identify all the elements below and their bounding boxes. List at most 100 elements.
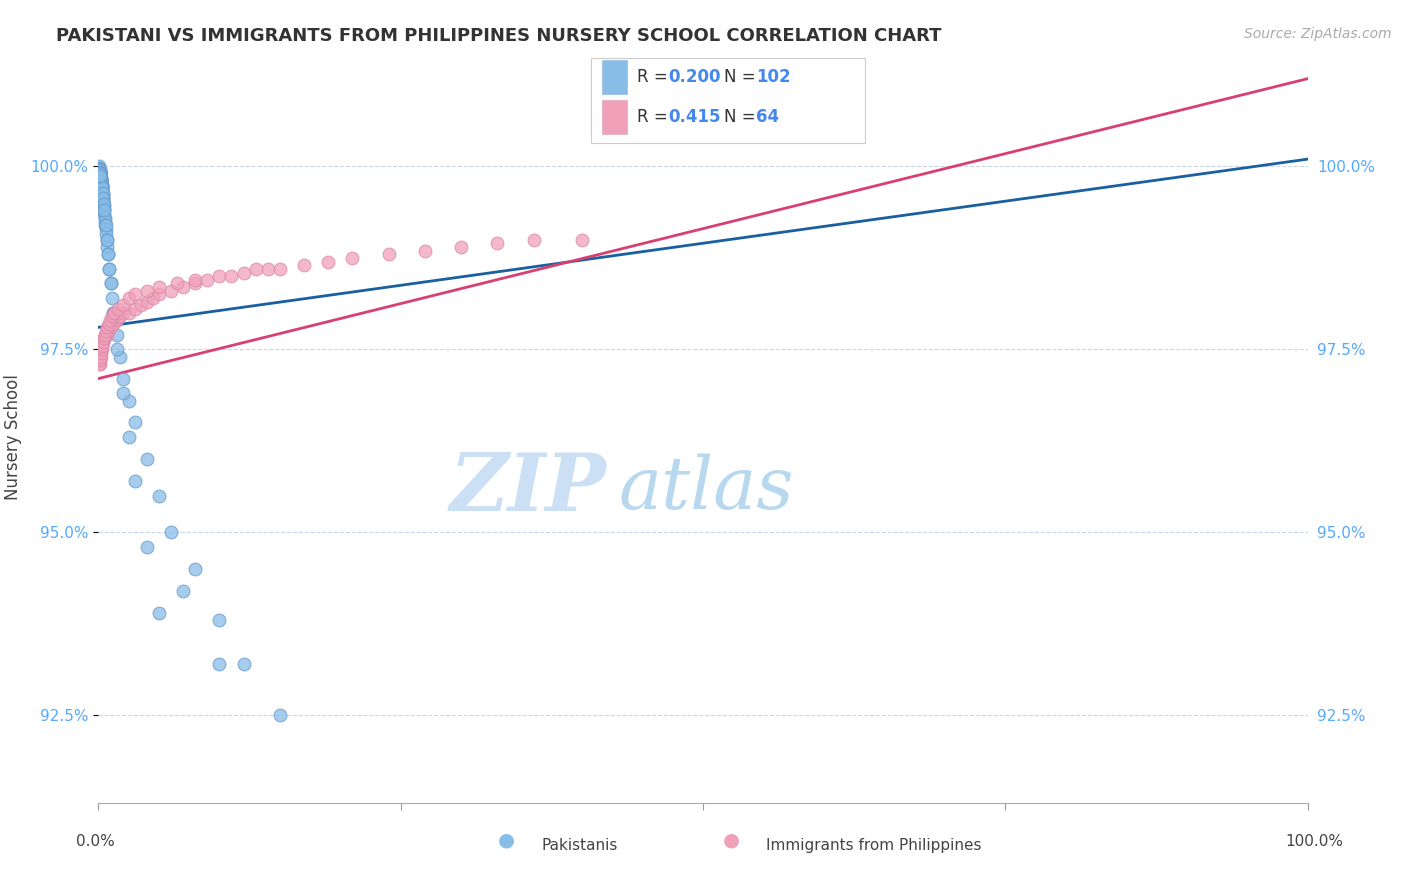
Point	[90, 180, 112, 194]
Text: 0.0%: 0.0%	[76, 834, 115, 848]
Point	[142, 291, 165, 305]
Point	[96, 233, 118, 247]
Point	[91, 334, 114, 349]
Point	[94, 221, 117, 235]
Point	[160, 284, 183, 298]
Point	[91, 185, 114, 199]
Point	[269, 708, 291, 723]
Point	[292, 258, 315, 272]
Point	[486, 236, 509, 251]
Point	[89, 168, 111, 182]
Point	[342, 251, 364, 265]
Point	[94, 327, 117, 342]
Point	[107, 302, 129, 317]
Point	[98, 261, 121, 276]
Point	[118, 430, 141, 444]
Point	[91, 195, 114, 210]
Point	[93, 331, 115, 345]
Point	[91, 339, 114, 353]
Point	[89, 165, 111, 179]
Point	[91, 191, 114, 205]
Text: ●: ●	[723, 830, 740, 849]
Point	[100, 277, 122, 291]
Point	[89, 357, 111, 371]
Y-axis label: Nursery School: Nursery School	[4, 374, 22, 500]
Point	[124, 287, 146, 301]
Point	[94, 218, 117, 232]
Text: N =: N =	[724, 108, 761, 127]
Point	[89, 161, 111, 175]
Point	[93, 211, 115, 225]
Point	[90, 175, 112, 189]
Point	[124, 474, 146, 488]
Point	[111, 371, 134, 385]
Point	[89, 169, 111, 183]
Point	[89, 163, 111, 178]
Point	[97, 247, 120, 261]
Point	[93, 331, 115, 345]
Point	[160, 525, 183, 540]
Point	[90, 176, 112, 190]
Point	[90, 173, 112, 187]
Point	[90, 177, 112, 191]
Point	[184, 277, 207, 291]
Text: ●: ●	[498, 830, 515, 849]
Point	[100, 310, 122, 324]
Point	[108, 350, 131, 364]
Point	[269, 261, 291, 276]
Text: ZIP: ZIP	[450, 450, 606, 527]
Point	[124, 416, 146, 430]
Point	[148, 280, 170, 294]
Point	[90, 343, 112, 357]
Point	[89, 350, 111, 364]
Point	[90, 174, 112, 188]
Point	[89, 357, 111, 371]
Point	[90, 172, 112, 186]
Point	[90, 175, 112, 189]
Point	[135, 540, 157, 554]
Point	[118, 291, 141, 305]
Point	[97, 247, 120, 261]
Point	[135, 452, 157, 467]
Point	[90, 179, 112, 194]
Point	[135, 284, 157, 298]
Point	[96, 227, 118, 241]
Point	[91, 186, 114, 200]
Text: R =: R =	[637, 108, 673, 127]
Point	[91, 339, 114, 353]
Point	[450, 240, 472, 254]
Point	[91, 184, 114, 198]
Point	[90, 343, 112, 357]
Point	[96, 240, 118, 254]
Point	[111, 298, 134, 312]
Point	[101, 306, 124, 320]
Point	[93, 201, 115, 215]
Point	[90, 171, 112, 186]
Point	[105, 313, 128, 327]
Point	[208, 613, 231, 627]
Point	[100, 291, 122, 305]
Point	[89, 168, 111, 182]
Point	[91, 334, 114, 349]
Point	[111, 386, 134, 401]
Point	[89, 353, 111, 368]
Point	[90, 346, 112, 360]
Point	[172, 583, 194, 598]
Point	[90, 177, 112, 191]
Point	[89, 164, 111, 178]
Point	[93, 203, 115, 218]
Point	[90, 178, 112, 193]
Point	[89, 166, 111, 180]
Point	[221, 269, 243, 284]
Point	[96, 327, 118, 342]
Point	[90, 178, 112, 192]
Point	[129, 298, 152, 312]
Point	[90, 173, 112, 187]
Point	[87, 161, 110, 176]
Point	[90, 343, 112, 357]
Point	[89, 169, 111, 184]
Point	[256, 261, 278, 276]
Point	[184, 562, 207, 576]
Point	[89, 163, 111, 178]
Point	[124, 302, 146, 317]
